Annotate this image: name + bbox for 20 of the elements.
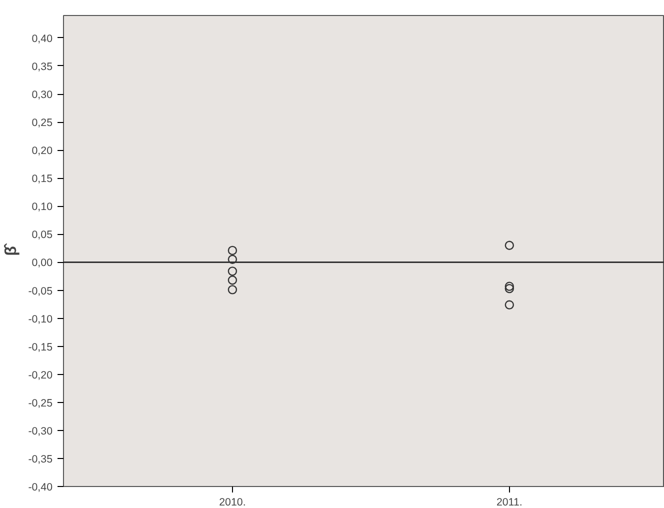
y-axis-title: β̂ bbox=[3, 243, 20, 256]
y-tick-label: 0,35 bbox=[32, 60, 53, 73]
y-tick-label: 0,20 bbox=[32, 145, 53, 158]
y-tick-label: -0,15 bbox=[28, 341, 53, 354]
y-tick-label: 0,00 bbox=[32, 257, 53, 270]
y-tick-label: -0,35 bbox=[28, 453, 53, 466]
y-tick-label: 0,25 bbox=[32, 117, 53, 130]
x-tick-label: 2011. bbox=[496, 496, 522, 508]
y-tick-label: 0,40 bbox=[32, 32, 53, 45]
x-tick-label: 2010. bbox=[219, 496, 246, 508]
y-tick-label: -0,20 bbox=[28, 369, 53, 382]
y-tick-label: 0,10 bbox=[32, 201, 53, 214]
y-tick-label: -0,25 bbox=[28, 397, 53, 410]
y-tick-label: -0,10 bbox=[28, 313, 53, 326]
y-tick-label: 0,30 bbox=[32, 89, 53, 101]
y-tick-label: -0,05 bbox=[28, 285, 53, 298]
y-tick-label: 0,05 bbox=[32, 229, 53, 242]
y-tick-label: -0,30 bbox=[28, 425, 53, 438]
y-tick-label: 0,15 bbox=[32, 173, 53, 186]
y-tick-label: -0,40 bbox=[28, 482, 53, 494]
